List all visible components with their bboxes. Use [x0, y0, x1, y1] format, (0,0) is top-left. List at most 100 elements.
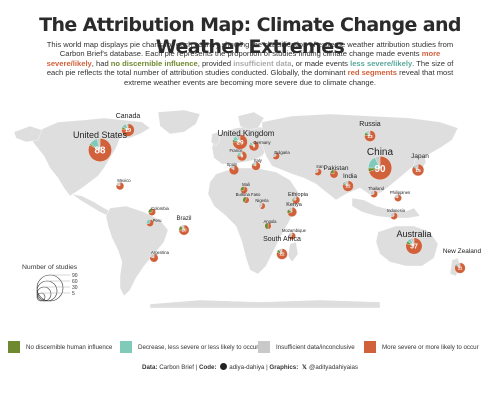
- country-label-united-states: United States: [73, 130, 128, 140]
- pie-brazil: 10: [178, 224, 190, 236]
- x-icon: 𝕏: [302, 364, 308, 371]
- country-label-australia: Australia: [396, 229, 431, 239]
- legend-item-insufficient: Insufficient data/inconclusive: [258, 340, 355, 354]
- pie-value-label: 19: [125, 128, 131, 134]
- pie-china: 90: [368, 156, 392, 180]
- country-label-spain: Spain: [227, 162, 238, 167]
- pie-nigeria: [258, 202, 266, 210]
- pie-slice-more: [88, 138, 112, 162]
- land-central-america: [71, 193, 113, 217]
- land-madagascar: [287, 241, 299, 263]
- country-pies: 88 19 10 29 9 9 13 12 90 15 12 37 11: [88, 123, 466, 274]
- legend-label: No discernible human influence: [26, 343, 113, 351]
- pie-philippines: [394, 194, 402, 202]
- size-legend: Number of studies 90 60 30 5: [22, 264, 122, 304]
- land-south-america: [105, 205, 169, 297]
- land-alaska: [13, 125, 43, 143]
- size-legend-circles: 90 60 30 5: [36, 273, 78, 302]
- pie-germany: 9: [248, 140, 260, 152]
- size-legend-label: 60: [72, 279, 78, 285]
- pie-colombia: [148, 208, 156, 216]
- category-legend: No discernible human influence Decrease,…: [0, 340, 500, 358]
- pie-slice-insufficient: [125, 123, 129, 131]
- country-label-new-zealand: New Zealand: [443, 248, 482, 255]
- country-label-brazil: Brazil: [176, 216, 191, 222]
- pie-spain: [229, 165, 239, 175]
- subtitle-text: This world map displays pie charts for e…: [46, 40, 454, 59]
- pie-slice-insufficient: [367, 130, 371, 137]
- subtitle: This world map displays pie charts for e…: [42, 40, 458, 87]
- pie-new-zealand: 11: [454, 262, 466, 274]
- pie-slice-insufficient: [394, 194, 399, 199]
- legend-label: Insufficient data/inconclusive: [276, 343, 355, 351]
- legend-swatch-more-severe: [364, 341, 376, 353]
- land-north-america: [29, 117, 151, 197]
- country-label-pakistan: Pakistan: [324, 165, 349, 172]
- pie-slice-insufficient: [374, 156, 381, 169]
- land-southeast-asia: [351, 197, 421, 219]
- pie-slice-insufficient: [344, 180, 349, 187]
- pie-bulgaria: [272, 152, 280, 160]
- pie-slice-insufficient: [390, 212, 395, 218]
- land-africa: [207, 167, 299, 275]
- country-label-angola: Angola: [263, 219, 277, 224]
- country-label-canada: Canada: [116, 113, 141, 120]
- land-scandinavia: [237, 111, 265, 131]
- land-uk: [210, 131, 221, 147]
- pie-slice-decrease: [146, 219, 151, 225]
- size-legend-label: 30: [72, 285, 78, 291]
- legend-item-no-influence: No discernible human influence: [8, 340, 112, 354]
- legend-label: Decrease, less severe or less likely to …: [138, 343, 259, 351]
- pie-value-label: 9: [241, 154, 244, 159]
- pie-slice-more: [178, 224, 190, 236]
- pie-slice-insufficient: [292, 195, 297, 201]
- pie-slice-none: [329, 169, 335, 175]
- size-legend-circle-60: [36, 280, 58, 302]
- pie-slice-insufficient: [149, 253, 155, 259]
- credits-data-label: Data:: [142, 364, 158, 371]
- pie-value-label: 90: [374, 164, 386, 175]
- credits-graphics-value: @adityadahiyaias: [309, 364, 358, 371]
- country-label-france: France: [229, 148, 243, 153]
- country-label-ethiopia: Ethiopia: [288, 192, 309, 198]
- pie-france: 9: [236, 150, 248, 162]
- pie-slice-insufficient: [288, 232, 293, 238]
- legend-swatch-decrease: [120, 341, 132, 353]
- pie-value-label: 15: [415, 168, 421, 174]
- subtitle-more-severe: more severe/likely: [46, 49, 441, 68]
- subtitle-text: , provided: [197, 58, 234, 68]
- country-label-russia: Russia: [359, 121, 381, 128]
- country-label-india: India: [343, 173, 357, 180]
- subtitle-insufficient: insufficient data: [233, 58, 292, 68]
- country-label-burkina-faso: Burkina Faso: [236, 192, 261, 197]
- pie-value-label: 88: [94, 146, 106, 157]
- pie-ethiopia: [291, 195, 301, 205]
- country-labels: United States Canada Mexico Colombia Per…: [73, 113, 482, 255]
- country-label-united-kingdom: United Kingdom: [218, 129, 275, 138]
- size-legend-label: 5: [72, 291, 75, 297]
- country-label-thailand: Thailand: [368, 186, 385, 191]
- pie-slice-insufficient: [410, 237, 415, 247]
- pie-slice-insufficient: [96, 138, 101, 151]
- pie-kenya: [287, 207, 297, 217]
- credits-code-value: adiya-dahiya: [229, 364, 265, 371]
- legend-label: More severe or more likely to occur: [382, 343, 479, 351]
- country-label-colombia: Colombia: [151, 206, 169, 211]
- pie-peru: [146, 219, 154, 227]
- pie-mali: [240, 186, 248, 194]
- pie-argentina: [149, 253, 159, 263]
- subtitle-text: . The size of each pie reflects the tota…: [46, 58, 454, 78]
- pie-value-label: 37: [410, 244, 418, 251]
- country-label-south-africa: South Africa: [263, 236, 301, 243]
- country-label-philippines: Philippines: [390, 190, 410, 195]
- pie-slice-insufficient: [278, 248, 283, 255]
- subtitle-red-segments: red segments: [347, 68, 398, 78]
- pie-slice-none: [242, 196, 247, 203]
- pie-slice-insufficient: [229, 165, 235, 171]
- pie-slice-insufficient: [238, 150, 243, 157]
- pie-slice-more: [342, 180, 354, 192]
- pie-iran: [314, 168, 322, 176]
- pie-japan: 15: [411, 163, 424, 176]
- pie-mozambique: [288, 232, 296, 240]
- country-label-peru: Peru: [153, 218, 163, 223]
